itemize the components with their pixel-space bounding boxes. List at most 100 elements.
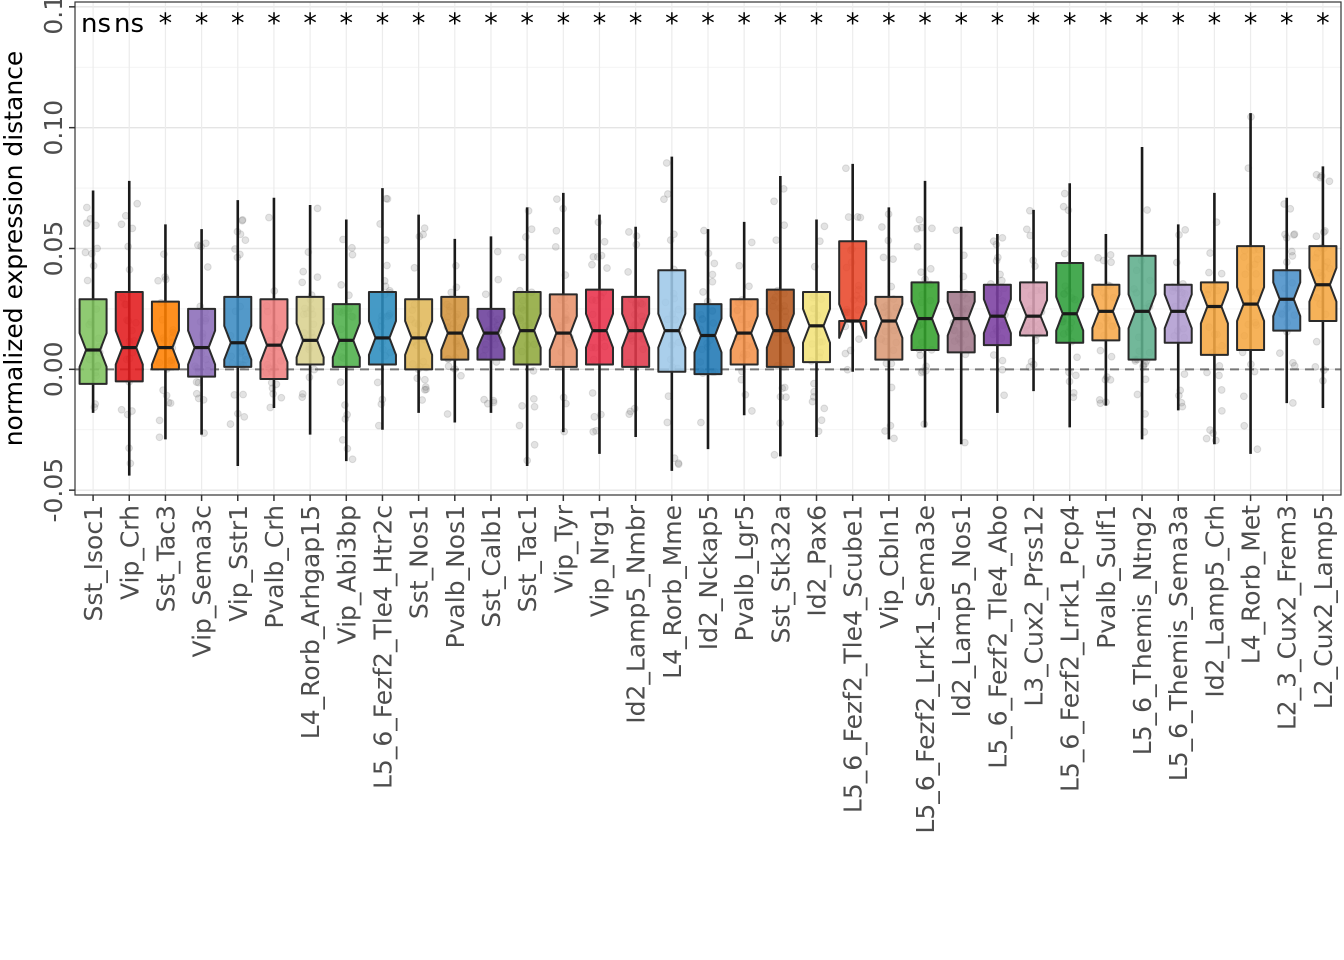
data-point [1181,225,1190,234]
data-point [770,450,779,459]
box-L5_6_Fezf2_Lrrk1_Sema3e [910,281,940,351]
data-point [1288,358,1297,367]
sig-label-Id2_Pax6: * [810,8,824,39]
x-tick-label-17: Id2_Nckap5 [694,505,723,650]
box-L5_6_Fezf2_Tle4_Htr2c [367,291,397,366]
x-tick-label-29: L5_6_Themis_Ntng2 [1128,505,1157,755]
data-point [420,224,429,232]
sig-label-L4_Rorb_Arhgap15: * [303,8,317,39]
data-point [1094,253,1103,262]
box-Pvalb_Nos1 [440,295,470,361]
sig-label-Pvalb_Lgr5: * [737,8,751,39]
data-point [82,219,91,228]
data-point [843,365,852,374]
box-Vip_Sema3c [187,307,217,378]
data-point [916,351,925,360]
sig-label-Pvalb_Crh: * [267,8,281,39]
sig-label-L5_6_Fezf2_Lrrk1_Pcp4: * [1063,8,1077,39]
data-point [348,243,356,252]
x-axis: Sst_Isoc1 Vip_Crh Sst_Tac3 Vip_Sema3c Vip_Ss… [79,495,1338,834]
sig-label-Vip_Sema3c: * [195,8,209,39]
data-point [782,393,790,402]
data-point [1288,252,1297,260]
data-point [589,427,598,436]
box-Vip_Nrg1 [584,288,614,366]
box-Id2_Lamp5_Crh [1199,281,1229,356]
sig-label-Id2_Nckap5: * [701,8,715,39]
data-point [518,401,526,410]
box-L4_Rorb_Mme [657,269,687,373]
y-axis-title: normalized expression distance [0,51,28,447]
data-point [82,203,91,212]
data-point [1325,177,1334,186]
significance-labels: ns ns * * * * * * * * * * * * * * * * * * * * * * * * * * * * * * * * * [81,8,1330,39]
data-point [952,226,961,235]
data-point [1239,392,1248,401]
data-point [820,222,829,231]
data-point [1312,232,1321,241]
data-point [313,204,322,213]
data-point [1311,363,1320,371]
data-point [748,407,756,415]
x-tick-label-19: Sst_Stk32a [766,505,795,643]
data-point [1217,386,1226,394]
data-point [855,335,863,343]
data-point [313,273,322,282]
x-tick-label-1: Vip_Crh [115,505,144,600]
data-point [589,252,598,261]
x-tick-label-33: L2_3_Cux2_Frem3 [1273,505,1302,730]
data-point [697,418,705,427]
x-tick-label-2: Sst_Tac3 [151,505,180,612]
box-L5_6_Themis_Ntng2 [1127,254,1157,361]
box-Vip_Cbln1 [874,295,904,361]
sig-label-L5_6_Fezf2_Tle4_Htr2c: * [376,8,390,39]
x-tick-label-0: Sst_Isoc1 [79,505,108,622]
data-point [420,375,429,384]
data-point [530,440,539,449]
data-point [226,420,235,428]
data-point [552,226,561,235]
data-point [155,433,164,442]
data-point [708,270,717,279]
data-point [443,410,452,418]
y-tick-label-1: 0.00 [39,341,68,397]
data-point [917,268,925,277]
data-point [1060,249,1069,258]
sig-label-Sst_Calb1: * [484,8,498,39]
data-point [421,383,430,391]
box-L3_Cux2_Prss12 [1019,281,1049,337]
data-point [515,421,524,430]
data-point [699,288,707,296]
data-point [530,402,539,411]
box-L4_Rorb_Met [1236,245,1266,351]
data-point [266,403,275,412]
data-point [600,237,609,246]
x-tick-label-11: Sst_Calb1 [477,505,506,628]
data-point [913,224,921,233]
data-point [913,242,922,251]
data-point [481,290,490,299]
box-L4_Rorb_Arhgap15 [295,295,325,366]
data-point [480,395,488,404]
data-point [662,159,671,167]
x-tick-label-30: L5_6_Themis_Sema3a [1164,505,1193,781]
data-point [881,427,889,435]
data-point [310,365,319,374]
data-point [998,233,1007,242]
data-point [1133,390,1142,399]
sig-label-Vip_Cbln1: * [882,8,896,39]
data-point [998,365,1007,374]
data-point [1000,391,1009,400]
data-point [890,434,898,443]
data-point [1217,406,1226,415]
box-Id2_Lamp5_Nos1 [946,291,976,354]
data-point [494,275,503,284]
data-point [1106,375,1115,384]
data-point [1290,230,1299,239]
data-point [194,241,202,250]
x-tick-label-31: Id2_Lamp5_Crh [1200,505,1229,698]
sig-label-L2_Cux2_Lamp5: * [1316,8,1330,39]
data-point [192,378,201,386]
data-point [93,244,102,253]
data-point [603,264,611,272]
